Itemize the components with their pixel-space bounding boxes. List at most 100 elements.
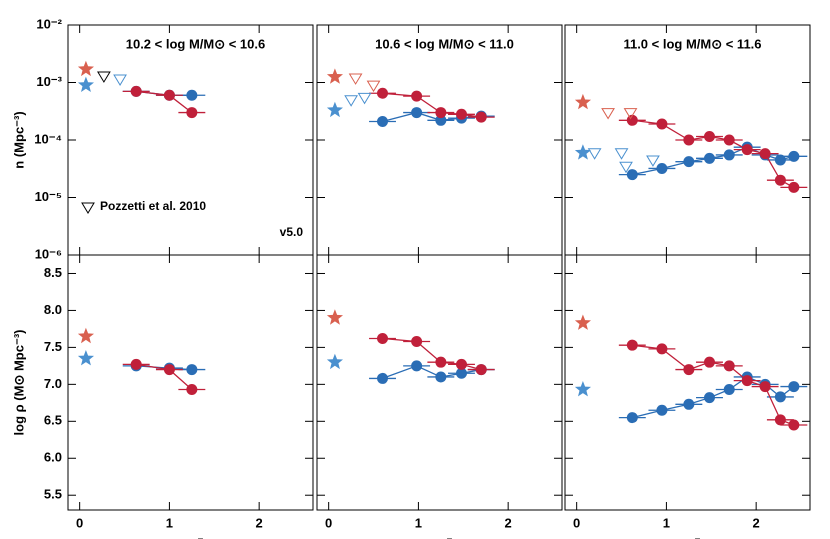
- data-point: [723, 360, 735, 372]
- panel-frame: [316, 24, 563, 256]
- triangle-marker: [619, 161, 633, 174]
- panel-frame: [316, 254, 563, 511]
- data-point: [723, 149, 735, 161]
- y-tick-label: 10⁻⁵: [35, 189, 62, 204]
- y-tick-label: 8.0: [44, 302, 62, 317]
- y-tick-label: 7.5: [44, 339, 62, 354]
- data-point: [377, 372, 389, 384]
- data-point: [774, 174, 786, 186]
- x-tick-label: 1: [663, 515, 670, 530]
- data-point: [377, 87, 389, 99]
- y-tick-label: 7.0: [44, 376, 62, 391]
- data-point: [163, 364, 175, 376]
- star-marker: [574, 314, 591, 330]
- y-tick-label: 10⁻³: [36, 74, 62, 89]
- y-tick-label: 5.5: [44, 487, 62, 502]
- data-point: [741, 375, 753, 387]
- triangle-marker: [366, 80, 381, 93]
- panel-title: 10.6 < log M/M⊙ < 11.0: [375, 36, 514, 51]
- data-point: [435, 107, 447, 119]
- triangle-marker: [97, 71, 111, 83]
- data-point: [130, 85, 142, 97]
- star-marker: [574, 381, 591, 397]
- star-marker: [326, 353, 343, 370]
- triangle-marker: [113, 74, 127, 86]
- y-axis-label: log ρ (M⊙ Mpc⁻³): [11, 330, 26, 436]
- triangle-marker: [348, 73, 363, 85]
- data-point: [774, 414, 786, 426]
- data-point: [741, 144, 753, 156]
- data-point: [788, 381, 800, 393]
- data-point: [723, 134, 735, 146]
- data-point: [703, 131, 715, 143]
- x-tick-label: 1: [415, 515, 422, 530]
- star-marker: [326, 309, 343, 325]
- data-point: [788, 150, 800, 162]
- data-point: [435, 371, 447, 383]
- star-marker: [77, 327, 94, 344]
- data-point: [377, 115, 389, 127]
- y-tick-label: 10⁻²: [36, 16, 62, 31]
- data-point: [723, 384, 735, 396]
- data-point: [703, 392, 715, 404]
- triangle-marker: [614, 148, 629, 160]
- data-point: [626, 339, 638, 351]
- triangle-marker: [646, 155, 660, 167]
- star-marker: [574, 144, 591, 160]
- star-marker: [77, 350, 94, 366]
- legend-marker: [81, 202, 95, 214]
- annotation: v5.0: [280, 225, 304, 239]
- panel-frame: [564, 254, 811, 511]
- data-point: [656, 162, 668, 174]
- legend-label: Pozzetti et al. 2010: [100, 199, 206, 213]
- data-point: [656, 404, 668, 416]
- data-point: [186, 107, 198, 119]
- data-point: [626, 412, 638, 424]
- data-point: [774, 391, 786, 403]
- data-point: [411, 360, 423, 372]
- data-point: [377, 333, 389, 345]
- x-tick-label: 2: [256, 515, 263, 530]
- star-marker: [574, 93, 591, 110]
- triangle-marker: [344, 95, 358, 107]
- data-point: [683, 156, 695, 168]
- y-axis-label: n (Mpc⁻³): [11, 111, 26, 168]
- data-point: [435, 114, 447, 126]
- panel-frame: [67, 24, 314, 256]
- x-tick-label: 0: [76, 515, 83, 530]
- x-axis-label: z: [197, 533, 204, 539]
- data-point: [411, 90, 423, 102]
- data-point: [186, 384, 198, 396]
- data-point: [455, 108, 467, 120]
- y-tick-label: 8.5: [44, 265, 62, 280]
- y-tick-label: 10⁻⁶: [35, 246, 62, 261]
- data-point: [435, 356, 447, 368]
- x-tick-label: 0: [573, 515, 580, 530]
- data-point: [683, 364, 695, 376]
- data-point: [475, 111, 487, 123]
- series-line: [136, 363, 193, 390]
- data-point: [455, 367, 467, 379]
- data-point: [759, 381, 771, 393]
- star-marker: [326, 68, 343, 84]
- x-tick-label: 2: [753, 515, 760, 530]
- data-point: [186, 89, 198, 101]
- star-marker: [77, 76, 94, 92]
- data-point: [186, 364, 198, 376]
- data-point: [774, 154, 786, 166]
- data-point: [626, 169, 638, 181]
- data-point: [788, 181, 800, 193]
- data-point: [656, 118, 668, 130]
- data-point: [759, 148, 771, 160]
- y-tick-label: 10⁻⁴: [34, 131, 62, 146]
- triangle-marker: [623, 108, 638, 120]
- panel-title: 11.0 < log M/M⊙ < 11.6: [623, 36, 761, 51]
- data-point: [475, 364, 487, 376]
- data-point: [130, 358, 142, 370]
- y-tick-label: 6.5: [44, 413, 62, 428]
- data-point: [163, 89, 175, 101]
- data-point: [411, 107, 423, 119]
- panel-title: 10.2 < log M/M⊙ < 10.6: [126, 36, 266, 51]
- data-point: [656, 343, 668, 355]
